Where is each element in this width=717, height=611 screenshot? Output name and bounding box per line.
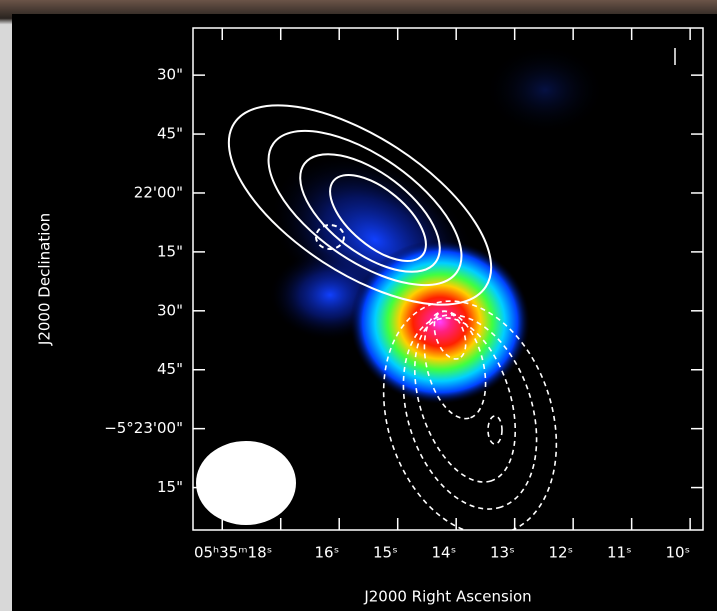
y-tick-label: 45"	[157, 360, 183, 378]
x-tick-label: 16ˢ	[315, 544, 340, 562]
y-tick-label: 30"	[157, 301, 183, 319]
y-tick-label: 22'00"	[134, 183, 183, 201]
x-tick-label: 14ˢ	[432, 544, 457, 562]
chart: J2000 Right Ascension J2000 Declination …	[0, 0, 717, 611]
x-tick-label: 11ˢ	[607, 544, 632, 562]
x-tick-label: 12ˢ	[548, 544, 573, 562]
y-tick-label: 45"	[157, 125, 183, 143]
y-tick-label: 30"	[157, 66, 183, 84]
y-tick-label: 15"	[157, 478, 183, 496]
x-tick-label: 15ˢ	[373, 544, 398, 562]
x-tick-label: 05ʰ35ᵐ18ˢ	[194, 544, 272, 562]
x-tick-label: 10ˢ	[665, 544, 690, 562]
beam	[196, 441, 296, 525]
page: J2000 Right Ascension J2000 Declination …	[0, 0, 717, 611]
y-tick-label: −5°23'00"	[104, 419, 183, 437]
y-axis-title: J2000 Declination	[36, 213, 54, 346]
y-tick-label: 15"	[157, 242, 183, 260]
x-axis-title: J2000 Right Ascension	[363, 588, 531, 606]
x-tick-label: 13ˢ	[490, 544, 515, 562]
